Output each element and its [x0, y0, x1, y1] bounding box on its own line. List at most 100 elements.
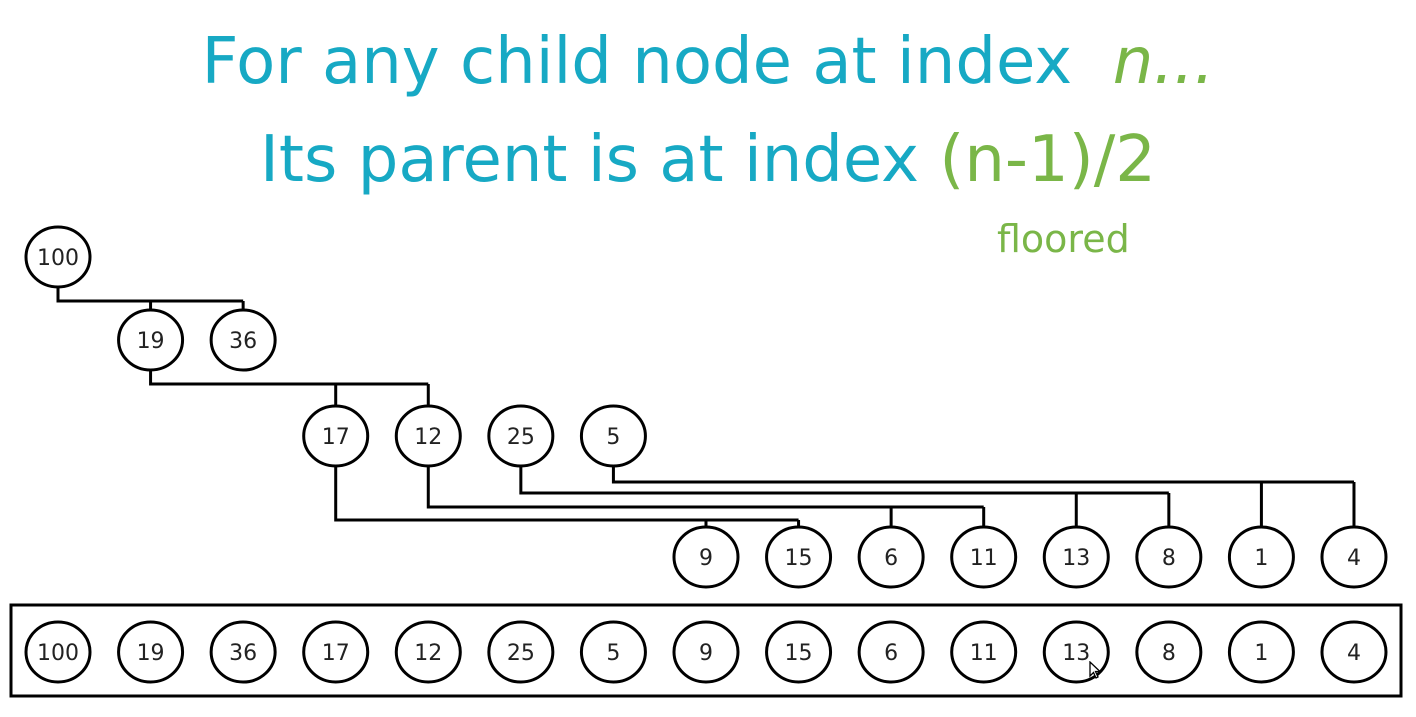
array-node-circle — [1227, 620, 1295, 684]
tree-node-label: 36 — [229, 329, 257, 354]
tree-node-2: 36 — [209, 308, 277, 372]
tree-node-label: 12 — [414, 425, 442, 450]
floored-note: floored — [997, 217, 1130, 261]
tree-node-4: 12 — [394, 404, 462, 468]
array-node-9: 6 — [857, 620, 925, 684]
array-node-5: 25 — [487, 620, 555, 684]
array-node-3: 17 — [302, 620, 370, 684]
array-node-label: 8 — [1162, 641, 1176, 666]
array-node-label: 11 — [970, 641, 998, 666]
tree-node-5: 25 — [487, 404, 555, 468]
tree-node-label: 1 — [1254, 546, 1268, 571]
array-node-6: 5 — [579, 620, 647, 684]
array-node-10: 11 — [950, 620, 1018, 684]
tree-node-0: 100 — [24, 225, 92, 289]
array-node-circle — [950, 620, 1018, 684]
tree-node-circle — [1320, 525, 1388, 589]
tree-node-label: 17 — [322, 425, 350, 450]
array-node-label: 13 — [1062, 641, 1090, 666]
array-node-label: 25 — [507, 641, 535, 666]
array-node-2: 36 — [209, 620, 277, 684]
tree-node-label: 6 — [884, 546, 898, 571]
array-node-4: 12 — [394, 620, 462, 684]
tree-node-circle — [1227, 525, 1295, 589]
tree-node-label: 25 — [507, 425, 535, 450]
array-node-circle — [24, 620, 92, 684]
array-node-14: 4 — [1320, 620, 1388, 684]
title-line-2-text: Its parent is at index — [260, 123, 920, 197]
array-node-circle — [857, 620, 925, 684]
array-node-circle — [117, 620, 185, 684]
array-node-label: 4 — [1347, 641, 1361, 666]
array-node-12: 8 — [1135, 620, 1203, 684]
tree-node-label: 15 — [785, 546, 813, 571]
array-node-circle — [765, 620, 833, 684]
mouse-cursor-icon — [1089, 661, 1102, 679]
tree-node-circle — [302, 404, 370, 468]
array-node-8: 15 — [765, 620, 833, 684]
array-node-1: 19 — [117, 620, 185, 684]
array-node-circle — [1320, 620, 1388, 684]
tree-node-12: 8 — [1135, 525, 1203, 589]
tree-node-3: 17 — [302, 404, 370, 468]
tree-node-1: 19 — [117, 308, 185, 372]
tree-node-9: 6 — [857, 525, 925, 589]
title-line-2: Its parent is at index (n-1)/2 — [0, 128, 1416, 192]
array-node-circle — [579, 620, 647, 684]
array-nodes: 100 19 36 17 12 25 5 9 15 6 11 13 8 1 4 — [24, 620, 1388, 684]
tree-node-circle — [487, 404, 555, 468]
array-node-label: 17 — [322, 641, 350, 666]
array-node-label: 19 — [137, 641, 165, 666]
array-box — [9, 603, 1403, 698]
tree-edge — [519, 466, 1171, 527]
index-variable: n... — [1112, 25, 1215, 99]
parent-index-formula: (n-1)/2 — [939, 123, 1156, 197]
tree-node-13: 1 — [1227, 525, 1295, 589]
tree-node-8: 15 — [765, 525, 833, 589]
array-node-label: 1 — [1254, 641, 1268, 666]
array-node-label: 15 — [785, 641, 813, 666]
tree-node-14: 4 — [1320, 525, 1388, 589]
tree-node-label: 13 — [1062, 546, 1090, 571]
array-node-circle — [394, 620, 462, 684]
tree-node-label: 9 — [699, 546, 713, 571]
tree-node-circle — [394, 404, 462, 468]
tree-node-label: 4 — [1347, 546, 1361, 571]
tree-node-circle — [209, 308, 277, 372]
tree-node-label: 8 — [1162, 546, 1176, 571]
array-node-13: 1 — [1227, 620, 1295, 684]
tree-node-label: 11 — [970, 546, 998, 571]
tree-node-circle — [117, 308, 185, 372]
tree-node-11: 13 — [1042, 525, 1110, 589]
array-node-circle — [1135, 620, 1203, 684]
tree-edge — [426, 466, 986, 527]
tree-node-circle — [950, 525, 1018, 589]
tree-node-circle — [1135, 525, 1203, 589]
tree-edge — [149, 370, 430, 406]
array-node-label: 5 — [606, 641, 620, 666]
tree-edge — [611, 466, 1356, 527]
array-node-0: 100 — [24, 620, 92, 684]
tree-node-7: 9 — [672, 525, 740, 589]
tree-nodes: 100 19 36 17 12 25 5 9 15 6 11 13 8 1 4 — [24, 225, 1388, 589]
title-line-1-text: For any child node at index — [201, 25, 1073, 99]
array-node-circle — [209, 620, 277, 684]
tree-node-circle — [857, 525, 925, 589]
array-node-label: 36 — [229, 641, 257, 666]
array-node-label: 6 — [884, 641, 898, 666]
array-node-label: 100 — [37, 641, 79, 666]
array-node-label: 12 — [414, 641, 442, 666]
array-node-circle — [487, 620, 555, 684]
tree-node-label: 100 — [37, 246, 79, 271]
tree-node-circle — [1042, 525, 1110, 589]
tree-node-label: 5 — [606, 425, 620, 450]
tree-node-circle — [24, 225, 92, 289]
tree-node-6: 5 — [579, 404, 647, 468]
title-line-1: For any child node at index n... — [0, 30, 1416, 94]
tree-node-label: 19 — [137, 329, 165, 354]
tree-node-circle — [672, 525, 740, 589]
array-node-7: 9 — [672, 620, 740, 684]
tree-node-circle — [579, 404, 647, 468]
tree-edge — [56, 287, 245, 310]
